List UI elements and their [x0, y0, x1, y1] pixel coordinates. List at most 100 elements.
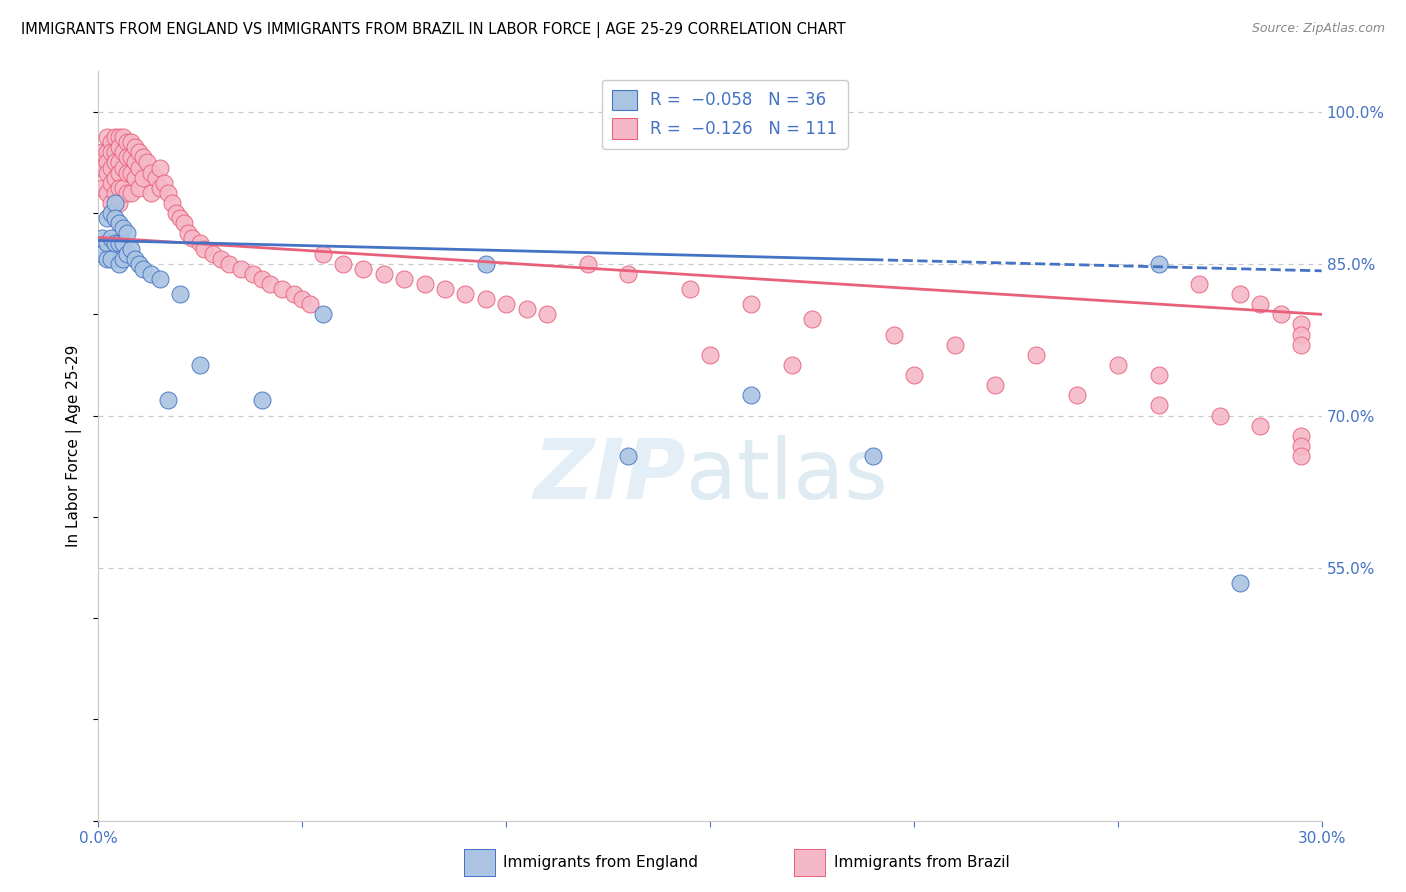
Point	[188, 358, 212, 372]
Point	[108, 236, 131, 251]
Point	[801, 312, 824, 326]
Point	[1107, 358, 1129, 372]
Point	[111, 181, 134, 195]
Point	[124, 155, 146, 169]
Point	[132, 150, 155, 164]
Point	[1229, 575, 1251, 590]
Text: Source: ZipAtlas.com: Source: ZipAtlas.com	[1251, 22, 1385, 36]
Point	[100, 176, 122, 190]
Point	[943, 337, 966, 351]
Point	[96, 252, 118, 266]
Point	[104, 155, 127, 169]
Point	[115, 246, 138, 260]
Point	[1291, 337, 1313, 351]
Text: Immigrants from Brazil: Immigrants from Brazil	[834, 855, 1010, 870]
Point	[111, 252, 134, 266]
Point	[270, 282, 294, 296]
Point	[740, 297, 762, 311]
Point	[124, 170, 146, 185]
Point	[169, 211, 191, 226]
Point	[1147, 257, 1170, 271]
Point	[115, 135, 138, 149]
Text: ZIP: ZIP	[533, 435, 686, 516]
Point	[883, 327, 905, 342]
Point	[104, 170, 127, 185]
Point	[312, 307, 335, 321]
Point	[165, 206, 187, 220]
Point	[218, 257, 240, 271]
Point	[1025, 348, 1047, 362]
Point	[474, 292, 498, 306]
Point	[312, 246, 335, 260]
Point	[108, 216, 131, 230]
Text: Immigrants from England: Immigrants from England	[503, 855, 699, 870]
Point	[1291, 429, 1313, 443]
Point	[108, 130, 131, 145]
Point	[160, 196, 183, 211]
Point	[124, 140, 146, 154]
Point	[108, 166, 131, 180]
Point	[250, 393, 273, 408]
Point	[1066, 388, 1088, 402]
Point	[111, 130, 134, 145]
Point	[100, 161, 122, 175]
Point	[434, 282, 457, 296]
Point	[100, 252, 122, 266]
Point	[188, 236, 212, 251]
Point	[242, 267, 264, 281]
Point	[373, 267, 395, 281]
Point	[149, 181, 172, 195]
Point	[699, 348, 721, 362]
Point	[100, 206, 122, 220]
Point	[1147, 399, 1170, 413]
Point	[132, 261, 155, 276]
Point	[104, 236, 127, 251]
Point	[111, 236, 134, 251]
Point	[91, 145, 114, 160]
Point	[100, 196, 122, 211]
Point	[96, 145, 118, 160]
Point	[177, 227, 200, 241]
Point	[1291, 318, 1313, 332]
Point	[136, 155, 159, 169]
Point	[100, 145, 122, 160]
Point	[474, 257, 498, 271]
Point	[149, 161, 172, 175]
Point	[1249, 418, 1271, 433]
Point	[352, 261, 374, 276]
Point	[111, 145, 134, 160]
Point	[903, 368, 925, 383]
Point	[141, 186, 163, 200]
Point	[96, 186, 118, 200]
Point	[120, 166, 142, 180]
Point	[617, 449, 640, 463]
Point	[91, 161, 114, 175]
Point	[108, 155, 131, 169]
Point	[984, 378, 1007, 392]
Point	[108, 181, 131, 195]
Point	[108, 196, 131, 211]
Point	[115, 227, 138, 241]
Point	[96, 236, 118, 251]
Point	[576, 257, 599, 271]
Point	[332, 257, 354, 271]
Point	[1229, 287, 1251, 301]
Point	[120, 186, 142, 200]
Point	[1209, 409, 1232, 423]
Point	[201, 246, 224, 260]
Point	[152, 176, 174, 190]
Point	[120, 150, 142, 164]
Point	[156, 393, 179, 408]
Point	[259, 277, 281, 291]
Point	[780, 358, 803, 372]
Point	[96, 211, 118, 226]
Point	[1147, 368, 1170, 383]
Point	[128, 257, 150, 271]
Point	[173, 216, 195, 230]
Point	[1188, 277, 1211, 291]
Point	[495, 297, 517, 311]
Point	[104, 196, 127, 211]
Point	[1291, 327, 1313, 342]
Point	[128, 145, 150, 160]
Point	[128, 181, 150, 195]
